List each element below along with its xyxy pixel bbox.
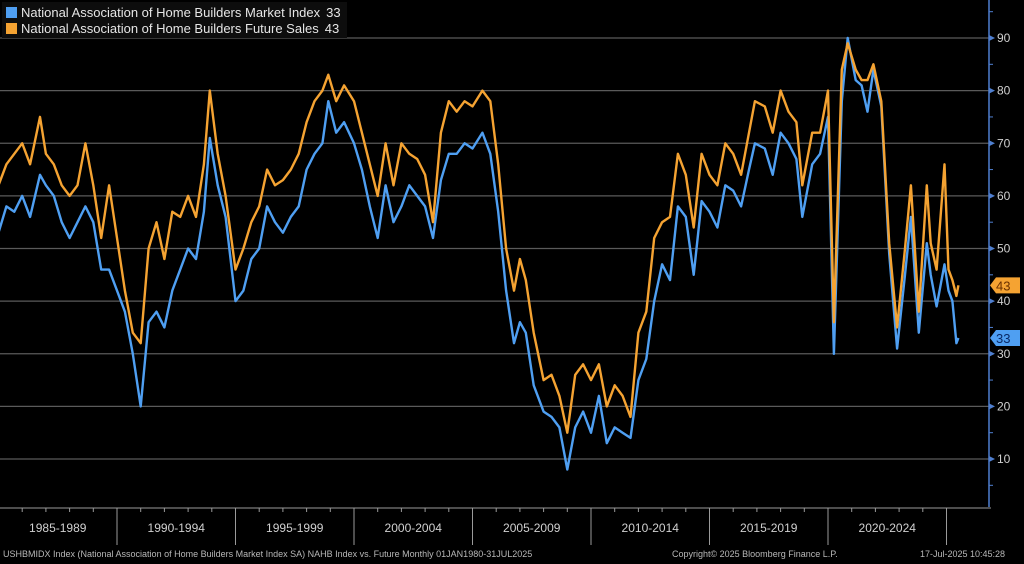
y-tick-label: 10: [997, 452, 1011, 466]
legend-label: National Association of Home Builders Fu…: [21, 20, 319, 36]
y-tick: [989, 35, 995, 41]
last-value-label: 33: [996, 331, 1010, 346]
y-tick-label: 40: [997, 294, 1011, 308]
last-value-label: 43: [996, 278, 1010, 293]
series-market-index: [0, 36, 960, 471]
legend-swatch-blue: [6, 6, 17, 18]
x-tick-label: 2005-2009: [503, 521, 561, 535]
x-axis: 1985-1989 1990-1994 1995-1999 2000-2004 2005…: [0, 507, 991, 545]
y-tick: [989, 192, 995, 199]
y-tick: [989, 403, 995, 410]
y-tick: [989, 87, 995, 94]
legend-value: 33: [326, 4, 341, 20]
y-tick-label: 20: [997, 399, 1011, 413]
y-tick-label: 90: [997, 31, 1011, 45]
legend-item-future-sales: National Association of Home Builders Fu…: [6, 20, 341, 36]
legend: National Association of Home Builders Ma…: [2, 2, 347, 38]
y-tick-label: 70: [997, 136, 1011, 150]
last-value-tag: [990, 329, 1020, 346]
y-tick-label: 60: [997, 189, 1011, 203]
y-tick: [989, 140, 995, 147]
y-tick: [989, 350, 995, 357]
x-tick-label: 2010-2014: [622, 521, 680, 535]
legend-label: National Association of Home Builders Ma…: [21, 4, 321, 20]
x-tick-label: 2000-2004: [385, 521, 443, 535]
y-tick: [989, 456, 995, 462]
y-tick-label: 80: [997, 84, 1011, 98]
legend-swatch-orange: [6, 22, 17, 34]
y-tick-label: 30: [997, 347, 1011, 361]
gridlines: [0, 37, 989, 460]
y-tick-label: 50: [997, 242, 1011, 256]
y-tick: [989, 245, 995, 252]
footer-source: USHBMIDX Index (National Association of …: [3, 549, 533, 559]
series-lines: [0, 36, 960, 471]
footer-copyright: Copyright© 2025 Bloomberg Finance L.P.: [672, 549, 838, 559]
legend-value: 43: [324, 20, 340, 36]
x-tick-label: 1995-1999: [266, 521, 324, 535]
y-tick: [989, 298, 995, 305]
y-axis: 10 20 30 40 50 60 70 80 90: [988, 0, 1011, 507]
x-tick-label: 2020-2024: [859, 521, 917, 535]
footer-timestamp: 17-Jul-2025 10:45:28: [920, 549, 1006, 559]
legend-item-market-index: National Association of Home Builders Ma…: [6, 4, 341, 20]
x-tick-label: 1990-1994: [148, 521, 206, 535]
x-tick-label: 2015-2019: [740, 521, 798, 535]
x-tick-label: 1985-1989: [29, 521, 87, 535]
last-value-tags: 33 43: [990, 277, 1020, 346]
last-value-tag: [990, 277, 1020, 294]
